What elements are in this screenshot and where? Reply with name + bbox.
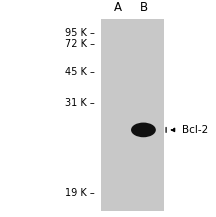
Text: 19 K –: 19 K – (65, 188, 95, 198)
Text: 45 K –: 45 K – (65, 67, 95, 77)
FancyBboxPatch shape (101, 19, 164, 211)
Text: 31 K –: 31 K – (65, 98, 95, 108)
Ellipse shape (131, 123, 156, 137)
Text: A: A (114, 2, 122, 15)
Text: 95 K –: 95 K – (65, 28, 95, 38)
Text: 72 K –: 72 K – (65, 39, 95, 49)
Text: B: B (139, 2, 148, 15)
Text: Bcl-2: Bcl-2 (182, 125, 208, 135)
